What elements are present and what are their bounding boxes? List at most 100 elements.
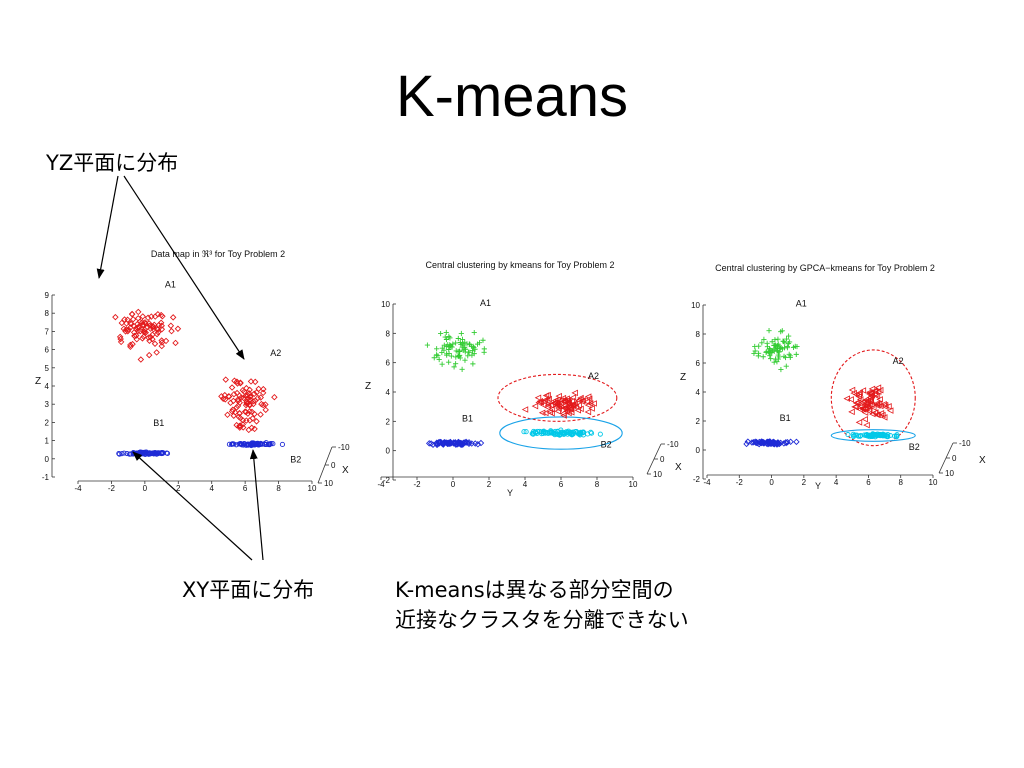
data-point-a2 [867,389,874,396]
data-point-a1 [117,338,125,346]
z-tick-label: 2 [696,417,701,426]
data-point-a1 [771,359,777,365]
note-line-2: 近接なクラスタを分離できない [395,608,689,632]
data-point-b1 [445,439,453,447]
data-point-a2 [230,390,238,398]
x-tick-label: 10 [653,470,662,479]
data-point-a2 [237,394,245,401]
data-point-a1 [446,344,452,350]
data-point-a2 [590,400,597,407]
data-point-a1 [775,356,781,362]
data-point-a2 [866,406,873,413]
data-point-a1 [785,340,792,347]
data-point-b2 [551,431,557,437]
x-axis-label: X [675,462,682,473]
z-tick-label: 0 [386,447,391,456]
data-point-a1 [772,342,779,348]
data-point-a1 [145,351,153,359]
data-point-a2 [874,411,882,419]
data-point-a1 [135,308,142,316]
data-point-a1 [471,329,477,336]
data-point-a2 [560,397,568,404]
data-point-a2 [234,396,242,403]
data-point-a2 [886,407,894,414]
data-point-a2 [583,398,590,406]
data-point-a2 [859,399,866,406]
z-tick-label: 4 [45,382,50,391]
y-tick-label: 0 [451,480,456,489]
data-point-a1 [451,364,457,370]
data-point-a2 [221,391,229,399]
note-line-1: K-meansは異なる部分空間の [395,578,674,602]
y-tick-label: 4 [834,478,839,487]
data-point-a2 [218,393,225,400]
data-point-b1 [766,438,774,445]
data-point-b1 [116,451,122,457]
data-point-a1 [759,340,765,346]
data-point-a2 [568,397,575,405]
data-point-a1 [174,325,182,333]
data-point-a1 [444,351,450,357]
z-tick-label: 5 [45,364,50,373]
data-point-a2 [225,393,233,400]
z-tick-label: 0 [45,455,50,464]
data-point-a1 [431,355,437,361]
data-point-a2 [245,426,252,434]
data-point-a2 [542,409,549,417]
data-point-b2 [246,441,252,448]
data-point-a1 [168,327,175,335]
data-point-a1 [766,328,772,334]
data-point-a2 [586,400,594,407]
y-tick-label: 10 [629,480,638,489]
data-point-a1 [768,356,774,362]
data-point-b1 [744,438,752,445]
data-point-a2 [853,399,860,407]
cluster-label-a1: A1 [796,299,807,309]
data-point-a2 [260,385,267,393]
data-point-b2 [244,442,250,448]
y-tick-label: 0 [769,478,774,487]
data-point-a2 [259,401,267,409]
data-point-a1 [792,343,798,349]
data-point-a1 [782,354,789,361]
chart-title: Data map in ℜ³ for Toy Problem 2 [151,249,285,259]
data-point-a1 [117,335,124,343]
data-point-a1 [778,366,784,373]
chart-title: Central clustering by kmeans for Toy Pro… [426,260,615,270]
cluster-labels: A1 A2 B1 B2 [153,280,301,465]
data-point-a1 [439,361,445,367]
ellipse-b2 [499,416,623,450]
data-points [743,328,900,448]
data-point-a2 [222,376,229,383]
data-point-a1 [438,330,444,337]
data-point-b2 [251,441,257,447]
data-point-a2 [874,384,882,391]
data-point-a1 [782,340,788,346]
data-point-a1 [453,361,459,367]
data-point-b2 [857,433,863,439]
data-point-a1 [167,322,175,329]
data-point-a1 [169,314,177,321]
data-point-a2 [262,406,269,414]
cluster-label-b1: B1 [780,413,791,423]
slide-title: K-means [395,64,629,129]
data-point-b1 [436,438,444,446]
data-point-a2 [546,408,553,416]
data-point-b2 [887,432,893,439]
x-tick-label: 0 [331,461,336,470]
data-point-a1 [466,349,472,355]
z-tick-label: 8 [45,309,50,318]
data-point-a2 [257,394,265,401]
z-tick-label: 4 [696,388,701,397]
data-point-a2 [247,396,254,403]
y-tick-label: 8 [595,480,600,489]
data-point-a1 [786,333,792,339]
z-tick-label: 6 [696,359,701,368]
data-point-b1 [121,450,127,456]
data-point-b1 [775,440,782,447]
y-axis-label: Y [507,488,513,498]
data-point-a2 [271,393,278,401]
cluster-labels: A1 A2 B1 B2 [462,298,612,450]
data-point-a1 [424,342,431,348]
